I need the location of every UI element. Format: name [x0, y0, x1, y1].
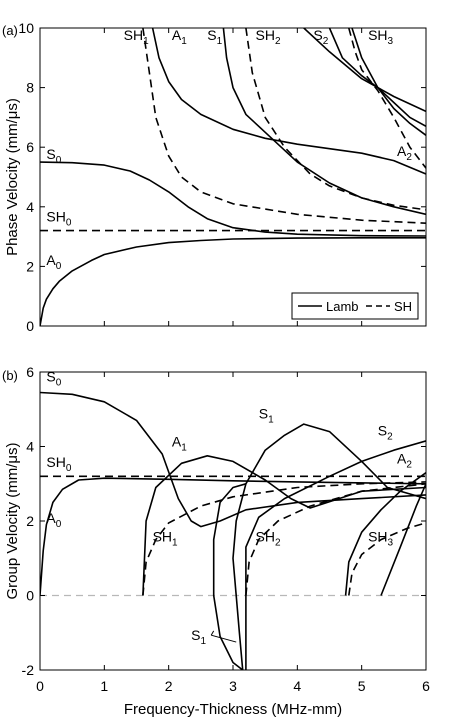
series-a0-line: [40, 237, 426, 326]
series-a1-line: [151, 28, 426, 175]
x-tick-label: 6: [422, 678, 430, 694]
series-sh2-line: [245, 483, 426, 596]
mode-label-s1: S1: [259, 406, 274, 426]
mode-label-s1: S1: [207, 27, 222, 47]
series-sh3-line: [348, 522, 426, 596]
panel-label: (a): [2, 23, 18, 38]
callout-line: [211, 634, 237, 643]
mode-label-a0: A0: [46, 252, 61, 272]
mode-label-sh3: SH3: [368, 528, 393, 548]
mode-label-sh3: SH3: [368, 27, 393, 47]
y-axis-title: Group Velocity (mm/μs): [4, 442, 21, 599]
mode-label-a1: A1: [172, 27, 187, 47]
x-tick-label: 0: [36, 678, 44, 694]
series-s2-line: [245, 440, 426, 670]
y-tick-label: 6: [26, 364, 34, 380]
series-sh1-line: [142, 28, 426, 224]
panel-label: (b): [2, 368, 18, 383]
series-branch-10-line: [328, 28, 426, 128]
mode-label-sh0: SH0: [46, 454, 71, 474]
mode-label-a0: A0: [46, 510, 61, 530]
callout-line: [210, 630, 215, 636]
y-tick-label: 2: [26, 513, 34, 529]
x-tick-label: 1: [100, 678, 108, 694]
panel-phase-velocity: 0 2 4 6 8 10(a) Phase Velocity (mm/μs) SH1 A1 S1 S…: [2, 20, 427, 334]
y-tick-label: 10: [18, 20, 34, 36]
series-a1-line: [142, 455, 426, 596]
series-s2-line: [303, 28, 426, 113]
series-sh3-line: [348, 28, 426, 169]
legend-label-lamb: Lamb: [326, 299, 359, 314]
mode-label-s0: S0: [46, 368, 61, 388]
series-a2-line: [351, 28, 426, 136]
series-sh2-line: [245, 28, 426, 211]
plot-area-frame: [39, 27, 427, 327]
y-tick-label: 8: [26, 80, 34, 96]
mode-label-s1: S1: [191, 627, 206, 647]
y-tick-label: 0: [26, 588, 34, 604]
x-tick-label: 5: [358, 678, 366, 694]
series-a2-line: [344, 471, 426, 596]
x-tick-label: 4: [293, 678, 301, 694]
y-tick-label: 4: [26, 199, 34, 215]
mode-label-sh0: SH0: [46, 209, 71, 229]
mode-label-s2: S2: [378, 422, 393, 442]
series-a0-line: [40, 477, 426, 596]
y-tick-label: -2: [22, 662, 35, 678]
series-branch-11-line: [380, 483, 426, 596]
mode-label-a2: A2: [397, 450, 412, 470]
series-sh1-line: [142, 481, 426, 596]
mode-label-s2: S2: [313, 27, 328, 47]
y-tick-label: 6: [26, 139, 34, 155]
mode-label-s0: S0: [46, 146, 61, 166]
x-tick-label: 2: [165, 678, 173, 694]
series-s1-backward-line: [212, 483, 247, 670]
y-tick-label: 0: [26, 318, 34, 334]
y-tick-label: 4: [26, 439, 34, 455]
mode-label-sh1: SH1: [124, 27, 149, 47]
y-tick-label: 2: [26, 258, 34, 274]
plot-area-frame: [39, 371, 427, 671]
legend-label-sh: SH: [394, 299, 412, 314]
mode-label-a1: A1: [172, 434, 187, 454]
mode-label-sh1: SH1: [153, 528, 178, 548]
mode-label-sh2: SH2: [256, 528, 281, 548]
x-axis-title: Frequency-Thickness (MHz-mm): [124, 701, 342, 718]
series-s0-line: [40, 161, 426, 237]
mode-label-a2: A2: [397, 143, 412, 163]
mode-label-sh2: SH2: [256, 27, 281, 47]
x-tick-label: 3: [229, 678, 237, 694]
y-axis-title: Phase Velocity (mm/μs): [4, 98, 21, 256]
